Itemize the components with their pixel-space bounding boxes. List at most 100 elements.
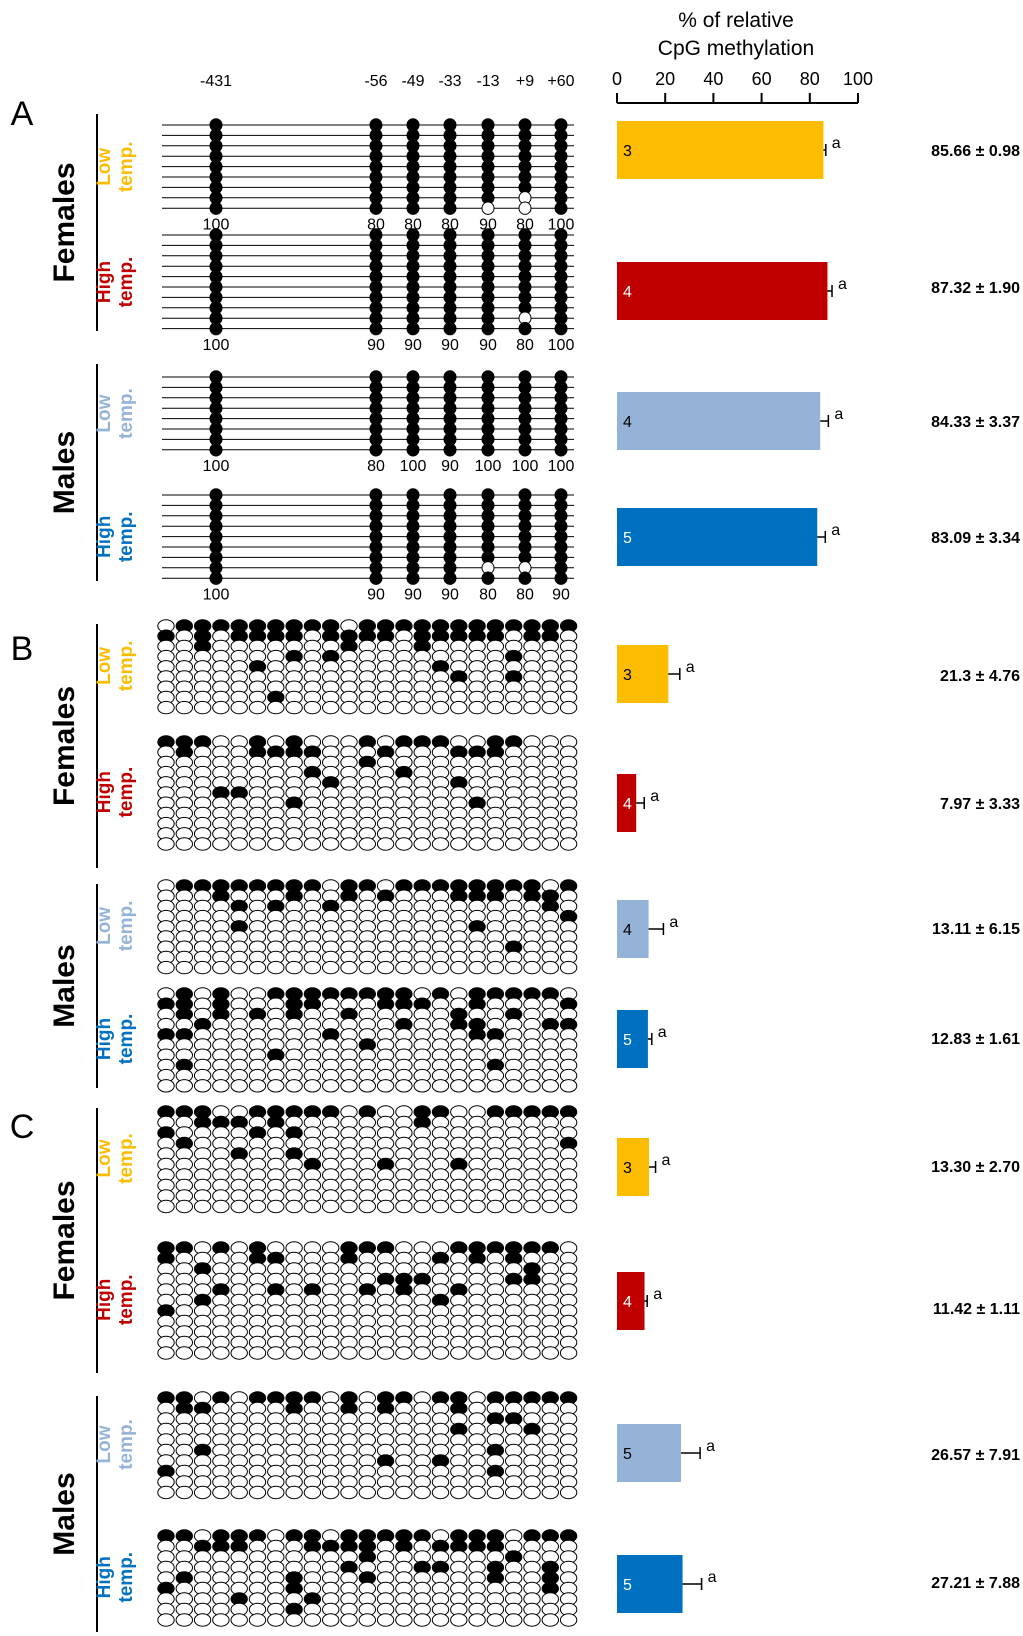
unmethylated-cpg <box>358 1485 376 1500</box>
unmethylated-cpg <box>340 1485 358 1500</box>
group-3: Hightemp. 100 90 90 90 80 80 90 a 5 83.09 ± 3.34 <box>94 488 1020 604</box>
methylated-cpg <box>518 571 532 585</box>
cpg-site-label: -49 <box>401 73 424 90</box>
site-percent-label: 100 <box>512 458 539 475</box>
unmethylated-cpg <box>376 1613 395 1627</box>
unmethylated-cpg <box>413 1485 431 1500</box>
cpg-site-label: +9 <box>516 73 534 90</box>
methylated-cpg <box>481 571 495 585</box>
bar <box>617 1138 650 1196</box>
unmethylated-cpg <box>285 1613 303 1627</box>
significance-letter: a <box>708 1569 717 1586</box>
n-label: 5 <box>623 1577 632 1594</box>
site-percent-label: 90 <box>479 217 497 234</box>
unmethylated-cpg <box>322 1079 340 1093</box>
unmethylated-cpg <box>523 837 541 851</box>
unmethylated-cpg <box>248 1079 267 1093</box>
unmethylated-cpg <box>559 960 578 975</box>
value-text: 13.11 ± 6.15 <box>932 921 1020 938</box>
bar <box>617 1010 648 1068</box>
site-percent-label: 90 <box>479 337 497 354</box>
n-label: 4 <box>623 1294 632 1311</box>
unmethylated-cpg <box>212 837 230 851</box>
unmethylated-cpg <box>523 1079 541 1093</box>
unmethylated-cpg <box>559 1079 578 1093</box>
methylated-cpg <box>443 321 457 336</box>
methylated-cpg <box>443 201 457 215</box>
unmethylated-cpg <box>322 837 340 851</box>
unmethylated-cpg <box>431 960 450 975</box>
sex-label: Females <box>48 1180 81 1300</box>
panel-A: A-431 -56 -49 -33 -13 +9 +60FemalesMalesLowtem… <box>11 73 1020 604</box>
methylated-cpg <box>406 571 420 585</box>
temp-label-line-1: High <box>94 261 115 303</box>
n-label: 5 <box>623 530 632 547</box>
temp-label-line-2: temp. <box>116 511 137 562</box>
sex-label: Males <box>48 431 81 514</box>
site-percent-label: 100 <box>548 458 575 475</box>
significance-letter: a <box>662 1152 671 1169</box>
unmethylated-cpg <box>468 837 486 851</box>
unmethylated-cpg <box>285 700 303 715</box>
temp-label: Lowtemp. <box>94 901 137 952</box>
cpg-lollipop-grid: 100 90 90 90 90 80 100 <box>162 228 574 354</box>
cpg-lollipop-grid <box>157 1529 578 1627</box>
value-text: 21.3 ± 4.76 <box>940 668 1020 685</box>
x-tick-label: 40 <box>703 69 723 89</box>
unmethylated-cpg <box>559 1199 578 1214</box>
site-percent-label: 80 <box>516 587 534 604</box>
site-percent-label: 100 <box>548 217 575 234</box>
temp-label-line-2: temp. <box>116 388 137 439</box>
group-2: Lowtemp. a 4 13.11 ± 6.15 <box>94 879 1020 975</box>
methylated-cpg <box>369 321 383 336</box>
site-percent-label: 80 <box>479 587 497 604</box>
unmethylated-cpg <box>157 960 175 975</box>
unmethylated-cpg <box>303 1346 322 1360</box>
unmethylated-cpg <box>340 837 358 851</box>
unmethylated-cpg <box>450 1485 468 1500</box>
unmethylated-cpg <box>358 1079 376 1093</box>
temp-label-line-1: Low <box>94 907 115 945</box>
unmethylated-cpg <box>431 837 450 851</box>
methylated-cpg <box>481 321 495 336</box>
cpg-lollipop-grid <box>157 619 578 715</box>
unmethylated-cpg <box>395 960 413 975</box>
significance-letter: a <box>832 135 841 152</box>
unmethylated-cpg <box>395 837 413 851</box>
unmethylated-cpg <box>322 700 340 715</box>
methylated-cpg <box>481 443 495 457</box>
unmethylated-cpg <box>468 1346 486 1360</box>
n-label: 3 <box>623 667 632 684</box>
methylated-cpg <box>554 321 568 336</box>
unmethylated-cpg <box>193 700 212 715</box>
bar <box>617 1555 683 1613</box>
bar <box>617 121 824 179</box>
panels: A-431 -56 -49 -33 -13 +9 +60FemalesMalesLowtem… <box>10 73 1020 1632</box>
unmethylated-cpg <box>523 960 541 975</box>
unmethylated-cpg <box>431 1485 450 1500</box>
unmethylated-cpg <box>157 1346 175 1360</box>
x-tick-label: 100 <box>843 69 873 89</box>
unmethylated-cpg <box>303 1079 322 1093</box>
temp-label: Hightemp. <box>94 257 137 308</box>
significance-letter: a <box>653 1286 662 1303</box>
unmethylated-cpg <box>505 1346 523 1360</box>
unmethylated-cpg <box>212 1346 230 1360</box>
unmethylated-cpg <box>559 1613 578 1627</box>
unmethylated-cpg <box>505 1485 523 1500</box>
methylated-cpg <box>406 321 420 336</box>
unmethylated-cpg <box>431 1199 450 1214</box>
sex-label: Males <box>48 1472 81 1555</box>
unmethylated-cpg <box>486 1485 505 1500</box>
methylated-cpg <box>369 201 383 215</box>
unmethylated-cpg <box>322 1613 340 1627</box>
unmethylated-cpg <box>376 960 395 975</box>
unmethylated-cpg <box>523 1346 541 1360</box>
unmethylated-cpg <box>212 1613 230 1627</box>
unmethylated-cpg <box>157 700 175 715</box>
unmethylated-cpg <box>303 1485 322 1500</box>
unmethylated-cpg <box>413 837 431 851</box>
unmethylated-cpg <box>431 1079 450 1093</box>
value-text: 11.42 ± 1.11 <box>933 1301 1020 1318</box>
unmethylated-cpg <box>175 1485 194 1500</box>
